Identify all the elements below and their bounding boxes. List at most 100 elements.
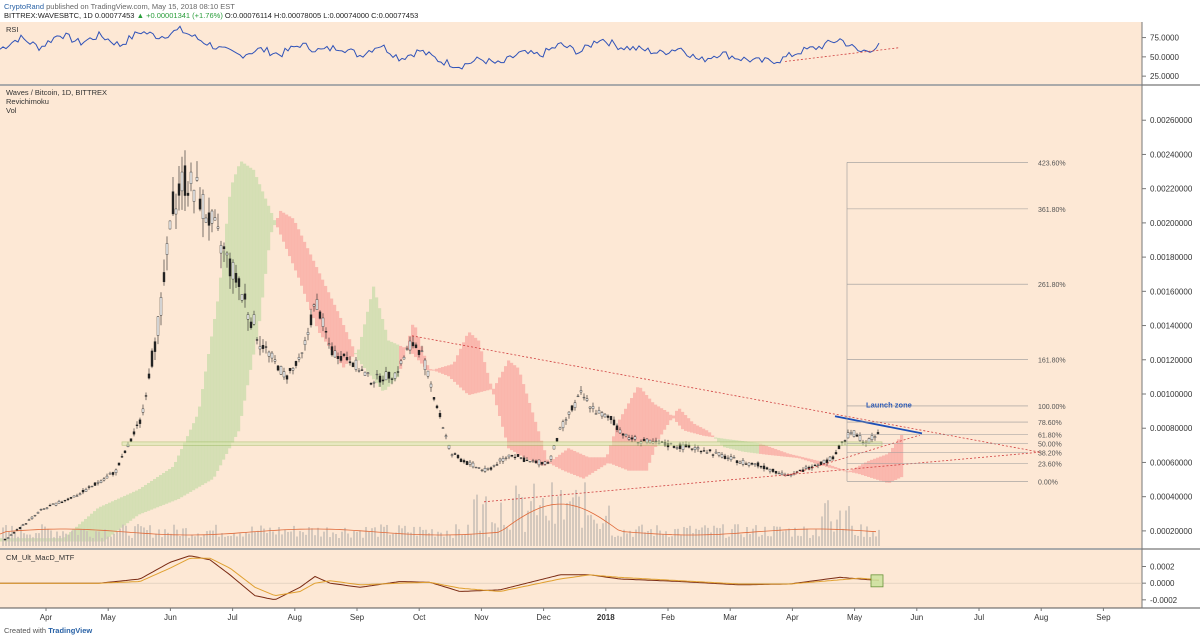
ichimoku-cloud-segment: [558, 454, 562, 469]
ichimoku-cloud-segment: [639, 387, 643, 471]
volume-bar: [47, 529, 49, 546]
volume-bar: [353, 531, 355, 546]
ichimoku-cloud-segment: [642, 391, 646, 471]
volume-bar: [170, 533, 172, 546]
volume-bar: [149, 525, 151, 546]
volume-bar: [200, 537, 202, 546]
ichimoku-cloud-segment: [864, 462, 868, 477]
ichimoku-cloud-segment: [840, 469, 844, 471]
ichimoku-cloud-segment: [657, 406, 661, 440]
candle-body: [408, 340, 412, 351]
ichimoku-cloud-segment: [6, 538, 10, 542]
volume-bar: [446, 530, 448, 546]
volume-bar: [566, 503, 568, 546]
price-tick-label: 0.00200000: [1150, 219, 1193, 228]
ichimoku-cloud-segment: [24, 538, 28, 542]
ichimoku-cloud-segment: [825, 463, 829, 467]
candle-body: [432, 397, 436, 400]
candle-body: [696, 447, 700, 450]
volume-bar: [596, 523, 598, 546]
volume-bar: [281, 534, 283, 546]
volume-bar: [530, 501, 532, 546]
volume-bar: [221, 533, 223, 546]
candle-body: [495, 464, 499, 466]
volume-bar: [512, 498, 514, 546]
candle-body: [348, 361, 352, 364]
volume-bar: [746, 526, 748, 546]
candle-body: [477, 467, 481, 469]
ichimoku-cloud-segment: [285, 214, 289, 249]
volume-bar: [359, 530, 361, 546]
ichimoku-cloud-segment: [147, 482, 151, 511]
ichimoku-cloud-segment: [582, 455, 586, 479]
candle-body: [351, 362, 355, 368]
candle-body: [471, 462, 475, 468]
ichimoku-cloud-segment: [477, 340, 481, 393]
volume-bar: [122, 524, 124, 546]
candle-body: [741, 459, 745, 465]
volume-bar: [821, 516, 823, 546]
volume-bar: [728, 536, 730, 546]
ichimoku-cloud-segment: [372, 286, 376, 380]
candle-body: [858, 435, 862, 441]
ichimoku-cloud-segment: [756, 442, 760, 454]
volume-bar: [575, 489, 577, 546]
candle-body: [246, 314, 250, 320]
volume-bar: [314, 535, 316, 546]
ichimoku-cloud-segment: [615, 427, 619, 466]
volume-bar: [677, 528, 679, 546]
volume-bar: [29, 534, 31, 546]
ichimoku-cloud-segment: [252, 169, 256, 355]
ichimoku-cloud-segment: [279, 210, 283, 235]
ichimoku-cloud-segment: [564, 450, 568, 472]
candle-body: [261, 345, 265, 349]
volume-bar: [758, 536, 760, 546]
ichimoku-cloud-segment: [81, 521, 85, 542]
volume-bar: [587, 515, 589, 546]
ichimoku-cloud-segment: [738, 440, 742, 451]
panel-macd-background: [0, 550, 1142, 608]
candle-body: [204, 217, 208, 223]
candle-body: [561, 421, 565, 429]
ichimoku-cloud-segment: [420, 346, 424, 364]
ichimoku-cloud-segment: [117, 498, 121, 531]
rsi-tick-label: 25.0000: [1150, 72, 1179, 81]
candle-body: [57, 501, 61, 504]
author-link[interactable]: CryptoRand: [4, 2, 45, 11]
volume-bar: [125, 525, 127, 546]
ichimoku-cloud-segment: [768, 446, 772, 456]
candle-body: [129, 438, 133, 442]
fib-level-label: 361.80%: [1038, 207, 1066, 214]
ichimoku-cloud-segment: [138, 488, 142, 515]
ichimoku-cloud-segment: [135, 490, 139, 517]
ichimoku-cloud-segment: [789, 454, 793, 458]
volume-bar: [647, 530, 649, 546]
ichimoku-cloud-segment: [315, 267, 319, 327]
candle-body: [102, 478, 106, 481]
candle-body: [336, 356, 340, 359]
ichimoku-cloud-segment: [276, 217, 280, 228]
candle-body: [411, 342, 415, 347]
candle-body: [237, 278, 241, 287]
support-band: [121, 441, 883, 446]
candle-body: [465, 461, 469, 465]
ichimoku-cloud-segment: [699, 427, 703, 435]
indicator-label: Revichimoku: [6, 97, 49, 106]
time-axis-label: Oct: [413, 613, 426, 622]
ichimoku-cloud-segment: [261, 191, 265, 298]
volume-bar: [11, 525, 13, 546]
candle-body: [327, 343, 331, 345]
panel-macd-scale: [1142, 550, 1200, 608]
volume-bar: [461, 534, 463, 546]
ichimoku-cloud-segment: [786, 453, 790, 457]
candle-body: [9, 534, 13, 536]
ichimoku-cloud-segment: [867, 460, 871, 477]
tradingview-logo[interactable]: TradingView: [48, 626, 93, 635]
ichimoku-cloud-segment: [447, 365, 451, 377]
ichimoku-cloud-segment: [384, 329, 388, 390]
candle-body: [870, 435, 874, 440]
candle-body: [621, 433, 625, 436]
chart-canvas[interactable]: RSI 75.0000 50.0000 25.0000 Waves / Bitcoin,…: [0, 22, 1200, 624]
ichimoku-cloud-segment: [45, 538, 49, 542]
volume-bar: [293, 525, 295, 546]
